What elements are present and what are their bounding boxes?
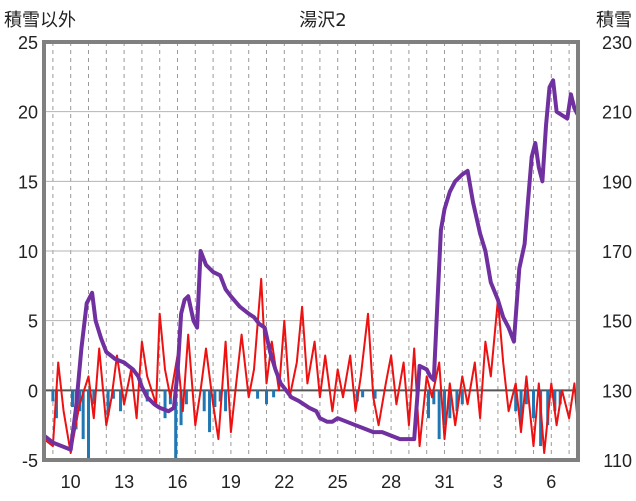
precipitation-bar (432, 390, 436, 405)
precipitation-bar (437, 390, 441, 440)
plot-frame (42, 40, 580, 462)
grid (44, 42, 578, 460)
y-left-tick-label: 0 (28, 381, 38, 401)
precipitation-bar (174, 390, 178, 460)
y-right-tick-label: 110 (603, 451, 632, 471)
precipitation-bar (443, 390, 446, 426)
precipitation-bar (256, 390, 260, 399)
precipitation-bar (163, 390, 167, 419)
precipitation-bar (179, 390, 183, 426)
precipitation-bar (361, 390, 365, 398)
precipitation-bar (92, 390, 96, 405)
y-left-ticks: 25 20 15 10 5 0 -5 (18, 33, 38, 471)
precipitation-bar (272, 390, 276, 398)
precipitation-bar (213, 390, 217, 408)
y-left-tick-label: 20 (18, 103, 38, 123)
precipitation-bar (460, 390, 464, 405)
x-tick-label: 6 (546, 472, 556, 492)
x-tick-label: 16 (167, 472, 187, 492)
y-left-tick-label: -5 (22, 451, 38, 471)
precipitation-bar (532, 390, 535, 419)
precipitation-bar (514, 390, 518, 412)
precipitation-bar (448, 390, 452, 419)
y-left-axis-label: 積雪以外 (4, 10, 76, 31)
series-lines (42, 78, 580, 454)
precipitation-bar (524, 390, 528, 405)
precipitation-bar (111, 390, 115, 399)
y-right-axis-label: 積雪 (596, 10, 632, 31)
y-right-tick-label: 130 (602, 381, 632, 401)
chart-title: 湯沢2 (299, 10, 346, 31)
precipitation-bar (519, 390, 523, 426)
precipitation-bar (184, 390, 188, 405)
x-tick-label: 10 (61, 472, 81, 492)
x-tick-label: 3 (493, 472, 503, 492)
x-tick-label: 22 (274, 472, 294, 492)
precipitation-bar (87, 390, 90, 460)
x-ticks: 10 13 16 19 22 25 28 31 3 6 (61, 472, 557, 492)
precipitation-bar (426, 390, 430, 419)
x-tick-label: 13 (114, 472, 134, 492)
x-tick-label: 31 (434, 472, 454, 492)
precipitation-bar (119, 390, 123, 412)
y-right-tick-label: 150 (602, 312, 632, 332)
precipitation-bar (202, 390, 206, 412)
precipitation-bar (78, 390, 82, 412)
precipitation-bar (208, 390, 212, 433)
x-tick-label: 19 (221, 472, 241, 492)
y-right-tick-label: 210 (602, 103, 632, 123)
y-left-tick-label: 25 (18, 33, 38, 53)
precipitation-bars (51, 390, 562, 460)
precipitation-bar (218, 390, 222, 402)
y-left-tick-label: 10 (18, 242, 38, 262)
y-left-tick-label: 15 (18, 172, 38, 192)
x-tick-label: 28 (381, 472, 401, 492)
y-right-tick-label: 230 (602, 33, 632, 53)
snow-depth-line (42, 78, 580, 452)
temperature-line (43, 277, 579, 454)
x-tick-label: 25 (328, 472, 348, 492)
precipitation-bar (81, 390, 85, 440)
y-right-ticks: 230 210 190 170 150 130 110 (602, 33, 632, 471)
precipitation-bar (373, 390, 377, 399)
y-left-tick-label: 5 (28, 312, 38, 332)
precipitation-bar (546, 390, 550, 426)
y-right-tick-label: 170 (602, 242, 632, 262)
precipitation-bar (265, 390, 268, 405)
precipitation-bar (553, 390, 557, 412)
precipitation-bar (70, 390, 74, 408)
precipitation-bar (51, 390, 55, 402)
y-right-tick-label: 190 (602, 172, 632, 192)
precipitation-bar (224, 390, 228, 412)
precipitation-bar (106, 390, 110, 416)
precipitation-bar (455, 390, 459, 412)
